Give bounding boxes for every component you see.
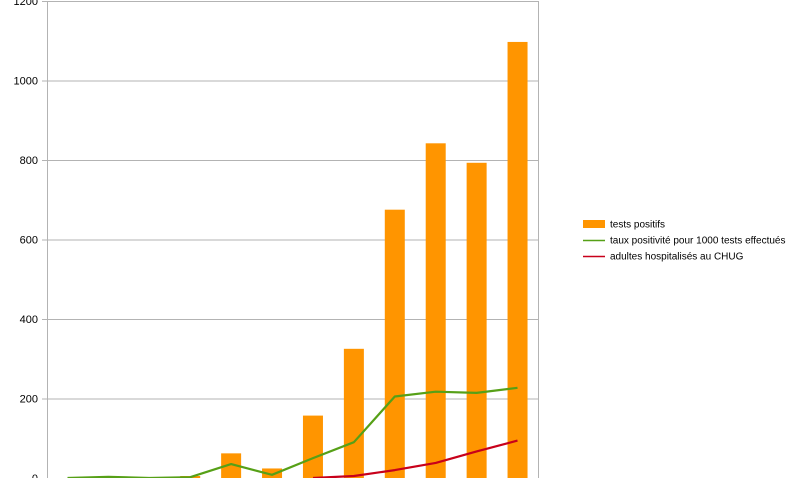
y-tick-label: 400: [20, 314, 38, 326]
bar: [303, 416, 323, 478]
legend-label: adultes hospitalisés au CHUG: [610, 252, 744, 263]
y-tick-label: 800: [20, 155, 38, 167]
legend-item: adultes hospitalisés au CHUG: [583, 252, 744, 263]
line-series: [68, 388, 518, 478]
bar: [426, 143, 446, 478]
legend-swatch: [583, 220, 605, 228]
bar: [344, 349, 364, 478]
y-tick-label: 200: [20, 394, 38, 406]
y-tick-label: 0: [32, 473, 38, 478]
y-tick-label: 1200: [14, 0, 38, 8]
y-tick-label: 1000: [14, 76, 38, 88]
legend: tests positifs taux positivité pour 1000 …: [583, 220, 785, 263]
gridlines: [42, 1, 539, 478]
legend-label: taux positivité pour 1000 tests effectué…: [610, 236, 785, 247]
legend-item: tests positifs: [583, 220, 665, 231]
bar: [467, 163, 487, 478]
bar-series: [98, 42, 527, 478]
y-tick-label: 600: [20, 235, 38, 247]
legend-item: taux positivité pour 1000 tests effectué…: [583, 236, 785, 247]
bar: [385, 210, 405, 478]
legend-label: tests positifs: [610, 220, 665, 231]
y-axis: 0 200 400 600 800 1000 1200: [14, 0, 38, 478]
bar: [508, 42, 528, 478]
series-line: [68, 388, 518, 478]
